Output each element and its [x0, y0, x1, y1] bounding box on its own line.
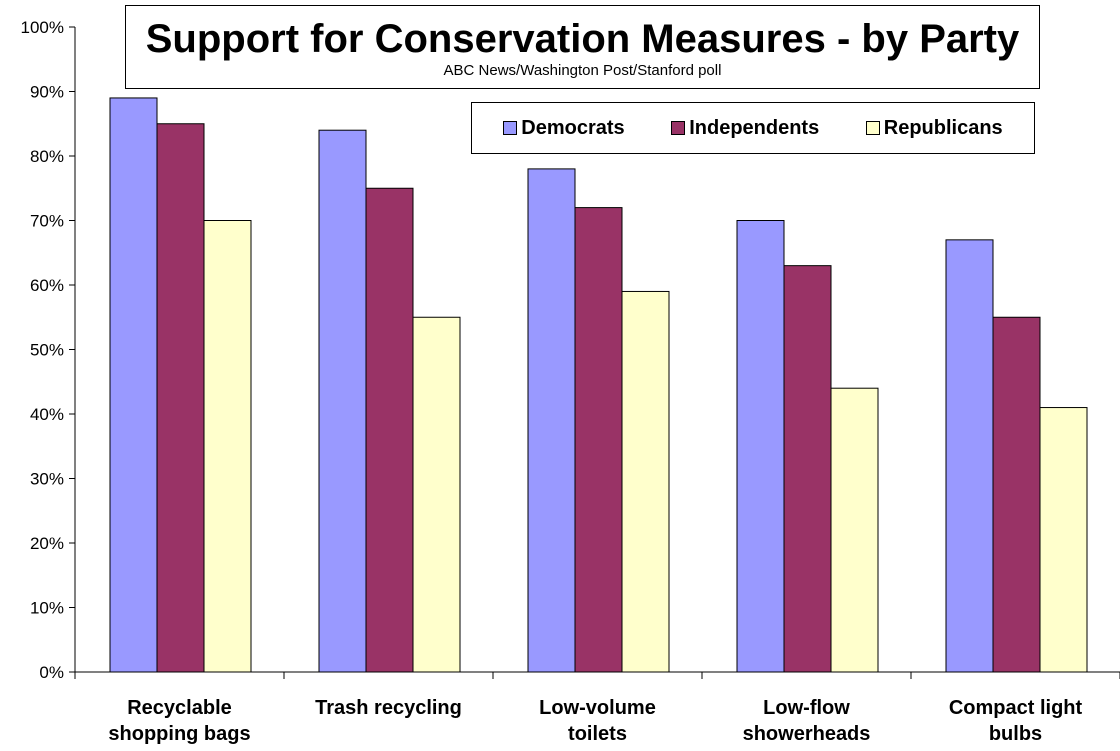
chart-title-box: Support for Conservation Measures - by P… — [125, 5, 1040, 89]
y-tick-label: 40% — [30, 405, 64, 424]
x-category-label: bulbs — [989, 723, 1042, 745]
legend-swatch-democrats — [503, 121, 518, 135]
legend-item-democrats: Democrats — [503, 116, 625, 140]
bar-independents-1 — [365, 187, 414, 673]
bar-republicans-3 — [830, 387, 879, 673]
y-tick-label: 100% — [21, 18, 64, 37]
y-tick-label: 50% — [30, 341, 64, 360]
y-tick-label: 20% — [30, 534, 64, 553]
bar-republicans-4 — [1039, 407, 1088, 673]
bar-independents-0 — [156, 123, 205, 673]
bar-republicans-1 — [412, 316, 461, 673]
legend-swatch-independents — [671, 121, 686, 135]
legend-swatch-republicans — [865, 121, 880, 135]
x-category-label: Low-volume — [539, 697, 656, 719]
x-category-label: shopping bags — [108, 723, 250, 745]
y-tick-label: 0% — [39, 663, 64, 682]
x-category-label: Recyclable — [127, 697, 232, 719]
y-tick-label: 70% — [30, 212, 64, 231]
x-category-label: toilets — [568, 723, 627, 745]
bar-democrats-3 — [736, 220, 785, 673]
y-tick-label: 80% — [30, 147, 64, 166]
chart-title: Support for Conservation Measures - by P… — [145, 17, 1020, 61]
legend: Democrats Independents Republicans — [471, 102, 1035, 154]
bar-independents-3 — [783, 265, 832, 673]
legend-item-republicans: Republicans — [865, 116, 1003, 140]
bar-independents-2 — [574, 207, 623, 673]
bar-democrats-2 — [527, 168, 576, 673]
bar-democrats-1 — [318, 129, 367, 673]
y-tick-label: 30% — [30, 470, 64, 489]
legend-label-independents: Independents — [689, 116, 820, 139]
legend-label-democrats: Democrats — [521, 116, 625, 139]
bar-democrats-0 — [109, 97, 158, 673]
bar-republicans-0 — [203, 220, 252, 673]
bar-republicans-2 — [621, 290, 670, 673]
y-tick-label: 60% — [30, 276, 64, 295]
x-category-label: Compact light — [949, 697, 1083, 719]
bar-democrats-4 — [945, 239, 994, 673]
y-tick-label: 90% — [30, 83, 64, 102]
legend-label-republicans: Republicans — [883, 116, 1003, 139]
chart-subtitle: ABC News/Washington Post/Stanford poll — [443, 62, 722, 79]
x-category-label: Trash recycling — [315, 697, 462, 719]
legend-item-independents: Independents — [671, 117, 819, 140]
y-tick-label: 10% — [30, 599, 64, 618]
bar-independents-4 — [992, 316, 1041, 673]
x-category-label: showerheads — [743, 723, 871, 745]
x-category-label: Low-flow — [763, 697, 850, 719]
